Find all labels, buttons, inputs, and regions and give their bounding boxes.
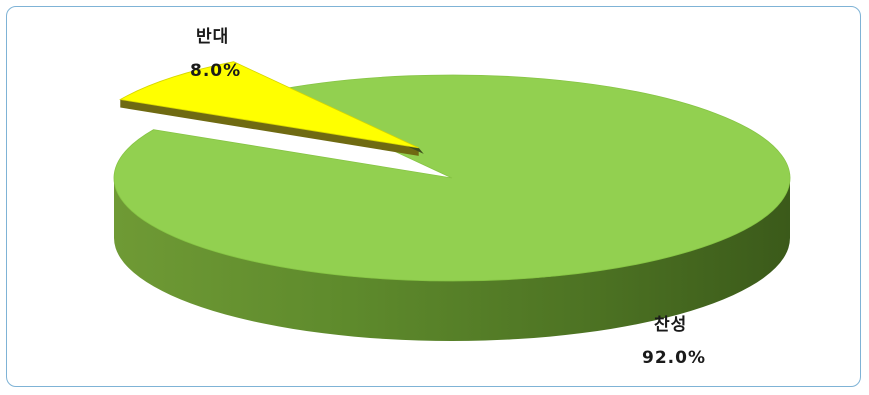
slice-side-1: [120, 99, 419, 156]
slice-label-value-1: 8.0%: [190, 61, 241, 81]
slice-label-name-1: 반대: [196, 27, 229, 47]
slice-label-name-0: 찬성: [654, 315, 687, 335]
slice-top-0: [113, 74, 791, 282]
slice-side-0: [114, 178, 790, 341]
pie-slices: [113, 61, 791, 341]
pie-labels: 찬성 92.0% 반대 8.0%: [190, 27, 706, 368]
slice-label-value-0: 92.0%: [642, 348, 706, 368]
slice-top-1: [119, 61, 419, 149]
